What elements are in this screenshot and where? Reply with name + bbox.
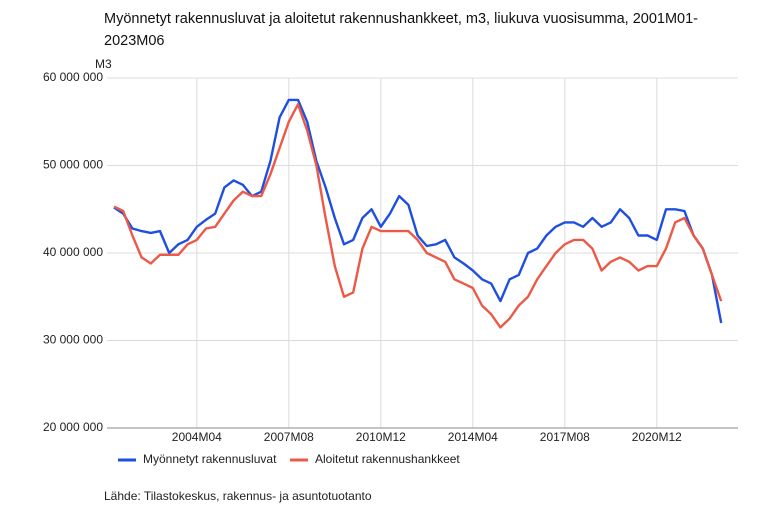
x-tick-label: 2004M04 <box>172 430 222 444</box>
y-tick-label: 30 000 000 <box>43 333 103 347</box>
chart-title: Myönnetyt rakennusluvat ja aloitetut rak… <box>104 11 699 49</box>
y-tick-label: 40 000 000 <box>43 245 103 259</box>
series-line <box>113 103 723 329</box>
legend-label: Myönnetyt rakennusluvat <box>143 452 277 466</box>
y-axis-label: M3 <box>95 57 112 71</box>
x-tick-label: 2010M12 <box>356 430 406 444</box>
y-tick-label: 20 000 000 <box>43 420 103 434</box>
y-tick-label: 50 000 000 <box>43 158 103 172</box>
x-tick-label: 2007M08 <box>264 430 314 444</box>
x-tick-label: 2020M12 <box>632 430 682 444</box>
y-tick-label: 60 000 000 <box>43 70 103 84</box>
series-line <box>113 98 723 324</box>
legend-label: Aloitetut rakennushankkeet <box>315 452 460 466</box>
source: Lähde: Tilastokeskus, rakennus- ja asunt… <box>104 489 372 503</box>
x-tick-label: 2014M04 <box>448 430 498 444</box>
x-tick-label: 2017M08 <box>540 430 590 444</box>
